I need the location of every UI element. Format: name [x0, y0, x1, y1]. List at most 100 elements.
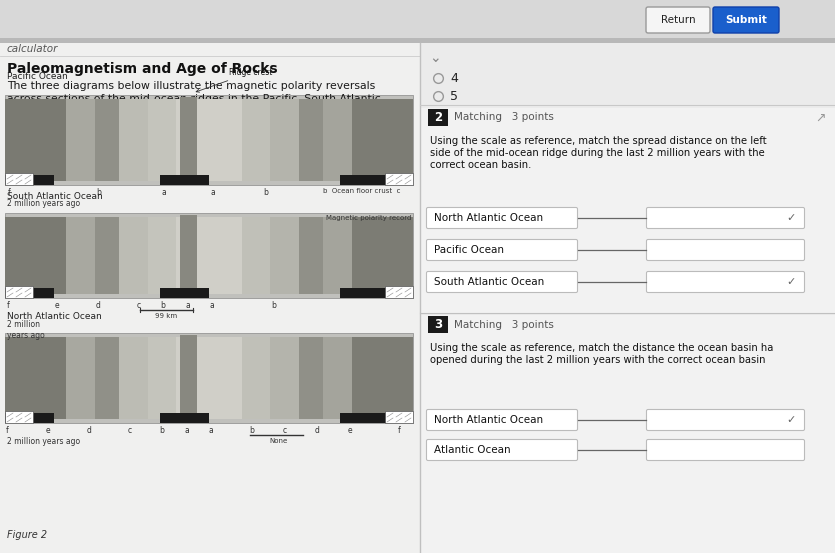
Text: e: e: [45, 426, 50, 435]
Text: b: b: [264, 188, 269, 197]
Text: Submit: Submit: [725, 15, 767, 25]
Text: ✓: ✓: [787, 213, 796, 223]
FancyBboxPatch shape: [427, 440, 578, 461]
Bar: [323, 217, 352, 294]
Bar: [160, 175, 209, 185]
Bar: [420, 315, 835, 553]
Text: 99 km: 99 km: [155, 313, 177, 319]
Bar: [176, 217, 241, 294]
Text: Using the scale as reference, match the spread distance on the left: Using the scale as reference, match the …: [430, 136, 767, 146]
FancyBboxPatch shape: [646, 440, 804, 461]
Text: the rock match on either side of the ridge for each ocean basin.: the rock match on either side of the rid…: [7, 120, 357, 130]
Bar: [176, 337, 241, 419]
FancyBboxPatch shape: [713, 7, 779, 33]
Text: 2 million years ago: 2 million years ago: [7, 199, 80, 208]
Text: f: f: [8, 188, 10, 197]
Bar: [428, 109, 448, 126]
Bar: [176, 99, 241, 181]
Bar: [271, 217, 299, 294]
Bar: [352, 99, 413, 181]
Text: opened during the last 2 million years with the correct ocean basin: opened during the last 2 million years w…: [430, 355, 766, 365]
FancyBboxPatch shape: [427, 410, 578, 430]
Bar: [160, 413, 209, 423]
Bar: [180, 335, 197, 421]
Bar: [323, 99, 352, 181]
Text: Paleomagnetism and Age of Rocks: Paleomagnetism and Age of Rocks: [7, 62, 277, 76]
Bar: [94, 337, 119, 419]
Text: None: None: [269, 438, 287, 444]
FancyBboxPatch shape: [646, 239, 804, 260]
Text: b: b: [96, 188, 101, 197]
Text: across sections of the mid-ocean ridges in the Pacific, South Atlantic,: across sections of the mid-ocean ridges …: [7, 94, 384, 104]
Bar: [420, 43, 835, 553]
Text: f: f: [397, 426, 400, 435]
Text: calculator: calculator: [7, 44, 58, 54]
Bar: [0, 43, 420, 553]
FancyBboxPatch shape: [646, 207, 804, 228]
Text: South Atlantic Ocean: South Atlantic Ocean: [7, 192, 103, 201]
Text: b: b: [160, 301, 165, 310]
Bar: [271, 99, 299, 181]
Text: Return: Return: [660, 15, 696, 25]
Bar: [148, 337, 176, 419]
Text: d: d: [95, 301, 100, 310]
Bar: [5, 175, 54, 185]
Bar: [271, 337, 299, 419]
Text: d: d: [86, 426, 91, 435]
Bar: [340, 175, 401, 185]
Text: ↗: ↗: [816, 112, 826, 124]
Text: a: a: [210, 301, 215, 310]
Text: a: a: [209, 426, 214, 435]
Bar: [420, 108, 835, 313]
Text: b  Ocean floor crust  c: b Ocean floor crust c: [323, 188, 401, 194]
Bar: [148, 217, 176, 294]
Text: 2: 2: [434, 111, 442, 124]
Text: North Atlantic Ocean: North Atlantic Ocean: [434, 213, 543, 223]
Bar: [5, 333, 413, 423]
Bar: [241, 99, 271, 181]
Text: a: a: [210, 188, 215, 197]
Text: f: f: [7, 301, 9, 310]
Text: b: b: [271, 301, 276, 310]
Bar: [160, 288, 209, 298]
Text: 2 million
years ago: 2 million years ago: [7, 320, 45, 340]
Bar: [323, 337, 352, 419]
Bar: [66, 217, 94, 294]
Text: 4: 4: [450, 71, 458, 85]
Bar: [5, 411, 33, 423]
Bar: [428, 316, 448, 333]
Text: correct ocean basin.: correct ocean basin.: [430, 160, 531, 170]
Bar: [5, 337, 66, 419]
Text: North Atlantic Ocean: North Atlantic Ocean: [7, 312, 102, 321]
Text: Ridge crest: Ridge crest: [196, 68, 273, 92]
Bar: [299, 217, 323, 294]
Text: Figure 2: Figure 2: [7, 530, 47, 540]
Bar: [5, 288, 54, 298]
Text: c: c: [136, 301, 140, 310]
Bar: [5, 413, 54, 423]
FancyBboxPatch shape: [646, 410, 804, 430]
Bar: [340, 288, 401, 298]
Bar: [119, 217, 148, 294]
Text: e: e: [347, 426, 352, 435]
Bar: [340, 413, 401, 423]
Text: Magnetic polarity record: Magnetic polarity record: [326, 215, 411, 221]
Bar: [299, 99, 323, 181]
Text: c: c: [127, 426, 131, 435]
Text: ✓: ✓: [787, 277, 796, 287]
Text: c: c: [282, 426, 286, 435]
Bar: [5, 173, 33, 185]
Text: Matching   3 points: Matching 3 points: [454, 320, 554, 330]
Bar: [5, 217, 66, 294]
FancyBboxPatch shape: [646, 272, 804, 293]
Text: e: e: [54, 301, 59, 310]
Bar: [241, 337, 271, 419]
Bar: [5, 213, 413, 298]
FancyBboxPatch shape: [427, 272, 578, 293]
Bar: [119, 99, 148, 181]
Text: Using the scale as reference, match the distance the ocean basin ha: Using the scale as reference, match the …: [430, 343, 773, 353]
Bar: [148, 99, 176, 181]
Text: b: b: [159, 426, 164, 435]
FancyBboxPatch shape: [427, 207, 578, 228]
Text: ⌄: ⌄: [429, 51, 441, 65]
